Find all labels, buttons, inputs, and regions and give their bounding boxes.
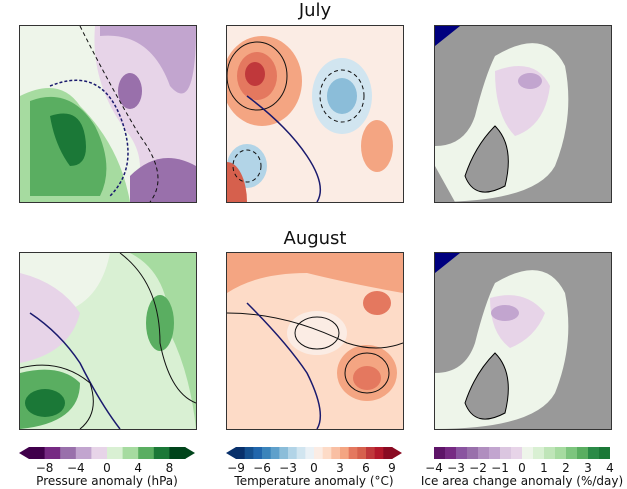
colorbar-extend-max [392, 447, 402, 459]
colorbar-bin [138, 447, 155, 459]
map-august-temperature [226, 252, 404, 430]
colorbar-bin [153, 447, 170, 459]
colorbar-tick-label: −3 [447, 461, 465, 475]
colorbar-bin [467, 447, 479, 459]
colorbar-extend-max [185, 447, 195, 459]
colorbar-bin [434, 447, 446, 459]
colorbar-bin [533, 447, 545, 459]
colorbar-bin [122, 447, 139, 459]
colorbar-bin [566, 447, 578, 459]
map-august-ice [434, 252, 612, 430]
colorbar-tick-label: −8 [35, 461, 54, 475]
colorbar-bin [44, 447, 61, 459]
colorbar-tick-label: −9 [227, 461, 245, 475]
colorbar-bin [599, 447, 610, 459]
colorbar-pressure [19, 447, 195, 459]
colorbar-bin [445, 447, 457, 459]
colorbar-tick-label: 3 [336, 461, 344, 475]
colorbar-bin [29, 447, 46, 459]
colorbar-bin [262, 447, 272, 459]
colorbar-extend-min [19, 447, 29, 459]
colorbar-tick-label: 9 [388, 461, 396, 475]
colorbar-pressure-label: Pressure anomaly (hPa) [36, 474, 178, 488]
map-july-temperature [226, 25, 404, 203]
colorbar-tick-label: 4 [606, 461, 614, 475]
colorbar-bin [253, 447, 263, 459]
colorbar-bin [314, 447, 324, 459]
colorbar-bin [279, 447, 289, 459]
colorbar-tick-label: 0 [518, 461, 526, 475]
colorbar-tick-label: 0 [310, 461, 318, 475]
map-july-pressure [19, 25, 197, 203]
colorbar-bin [489, 447, 501, 459]
colorbar-temperature-label: Temperature anomaly (°C) [234, 474, 394, 488]
colorbar-tick-label: −4 [425, 461, 443, 475]
colorbar-extend-min [226, 447, 236, 459]
colorbar-ice [434, 447, 610, 459]
map-july-ice [434, 25, 612, 203]
colorbar-bin [288, 447, 298, 459]
colorbar-bin [75, 447, 92, 459]
colorbar-tick-label: 1 [540, 461, 548, 475]
colorbar-bin [366, 447, 376, 459]
colorbar-bin [383, 447, 393, 459]
colorbar-bin [577, 447, 589, 459]
colorbar-bin [322, 447, 332, 459]
colorbar-bin [236, 447, 246, 459]
colorbar-tick-label: 2 [562, 461, 570, 475]
colorbar-bin [340, 447, 350, 459]
colorbar-bin [511, 447, 523, 459]
colorbar-bin [544, 447, 556, 459]
colorbar-temperature [226, 447, 402, 459]
colorbar-bin [522, 447, 534, 459]
row-title-august: August [283, 228, 347, 249]
colorbar-bin [500, 447, 512, 459]
colorbar-tick-label: 0 [103, 461, 111, 475]
colorbar-tick-label: −6 [253, 461, 271, 475]
colorbar-tick-label: 6 [362, 461, 370, 475]
colorbar-tick-label: 8 [165, 461, 174, 475]
colorbar-bin [588, 447, 600, 459]
colorbar-ice-label: Ice area change anomaly (%/day) [420, 474, 624, 488]
colorbar-bin [60, 447, 77, 459]
colorbar-bin [91, 447, 108, 459]
map-august-pressure [19, 252, 197, 430]
colorbar-tick-label: 3 [584, 461, 592, 475]
colorbar-bin [296, 447, 306, 459]
colorbar-bin [305, 447, 315, 459]
colorbar-tick-label: 4 [134, 461, 143, 475]
colorbar-bin [456, 447, 468, 459]
colorbar-bin [270, 447, 280, 459]
colorbar-bin [107, 447, 124, 459]
colorbar-tick-label: −4 [66, 461, 85, 475]
colorbar-bin [555, 447, 567, 459]
colorbar-bin [244, 447, 254, 459]
colorbar-tick-label: −2 [469, 461, 487, 475]
colorbar-bin [357, 447, 367, 459]
colorbar-bin [331, 447, 341, 459]
colorbar-bin [478, 447, 490, 459]
colorbar-tick-label: −1 [491, 461, 509, 475]
row-title-july: July [298, 0, 332, 21]
colorbar-bin [374, 447, 384, 459]
colorbar-bin [169, 447, 186, 459]
colorbar-tick-label: −3 [279, 461, 297, 475]
colorbar-bin [348, 447, 358, 459]
